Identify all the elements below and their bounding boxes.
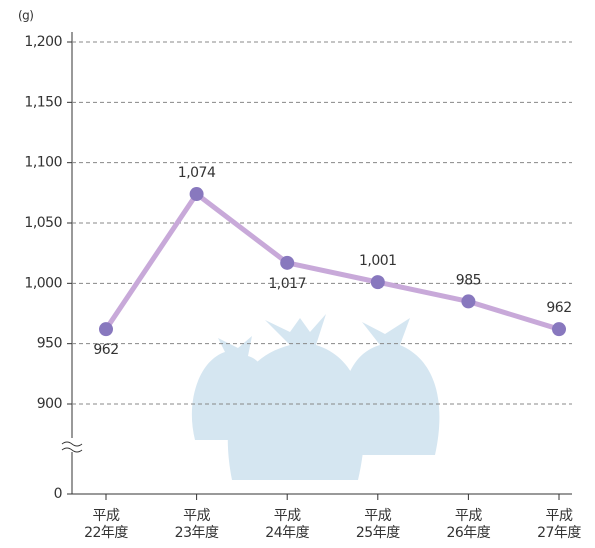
x-tick-label-line: 25年度: [356, 525, 400, 541]
marker: [461, 294, 475, 308]
x-tick-label-line: 平成: [455, 508, 482, 524]
y-tick-label: 950: [37, 336, 62, 352]
data-label: 1,001: [359, 253, 397, 269]
y-tick-label: 1,150: [24, 94, 62, 110]
line: [106, 194, 559, 329]
x-tick-label-line: 23年度: [175, 525, 219, 541]
y-tick-label: 1,050: [24, 215, 62, 231]
y-tick-label: 1,000: [24, 275, 62, 291]
y-tick-label: 0: [54, 486, 62, 502]
marker: [280, 256, 294, 270]
data-label: 1,017: [268, 276, 306, 292]
bags-illustration: [192, 314, 440, 480]
y-tick-label: 1,200: [24, 34, 62, 50]
chart: (g) 09009501,0001,0501,1001,1501,200平成22…: [0, 0, 595, 548]
x-tick-label-line: 平成: [183, 508, 210, 524]
x-tick-label-line: 平成: [546, 508, 573, 524]
marker: [190, 187, 204, 201]
y-tick-label: 900: [37, 396, 62, 412]
axis-break: [62, 438, 82, 452]
y-tick-label: 1,100: [24, 155, 62, 171]
x-tick-label-line: 24年度: [265, 525, 309, 541]
marker: [99, 322, 113, 336]
x-tick-label-line: 22年度: [84, 525, 128, 541]
x-tick-label-line: 平成: [93, 508, 120, 524]
marker: [552, 322, 566, 336]
x-tick-label-line: 27年度: [537, 525, 581, 541]
data-label: 985: [456, 272, 481, 288]
data-label: 1,074: [178, 165, 216, 181]
x-tick-label-line: 平成: [274, 508, 301, 524]
marker: [371, 275, 385, 289]
x-tick-label-line: 26年度: [446, 525, 490, 541]
data-label: 962: [546, 300, 571, 316]
x-tick-label-line: 平成: [364, 508, 391, 524]
data-label: 962: [93, 342, 118, 358]
y-axis-label: (g): [18, 9, 33, 23]
